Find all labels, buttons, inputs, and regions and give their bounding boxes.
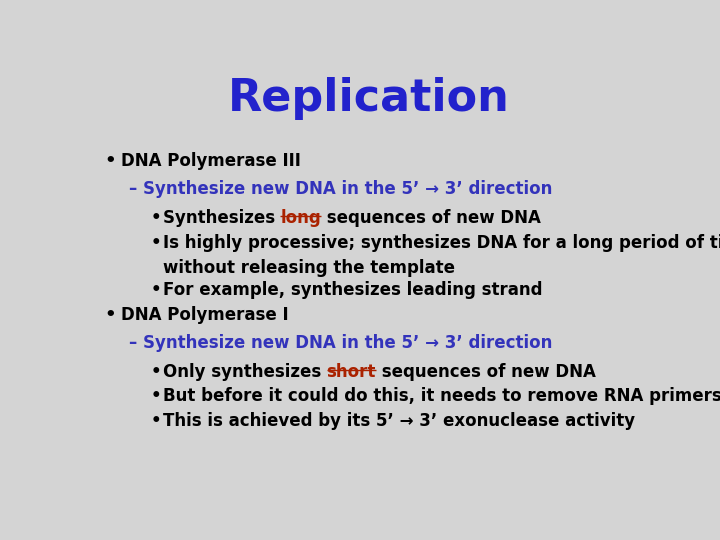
Text: •: •	[104, 152, 116, 170]
Text: •: •	[150, 234, 161, 252]
Text: But before it could do this, it needs to remove RNA primers: But before it could do this, it needs to…	[163, 388, 720, 406]
Text: •: •	[150, 413, 161, 430]
Text: without releasing the template: without releasing the template	[163, 259, 454, 276]
Text: long: long	[280, 208, 321, 227]
Text: •: •	[150, 362, 161, 381]
Text: Is highly processive; synthesizes DNA for a long period of time: Is highly processive; synthesizes DNA fo…	[163, 234, 720, 252]
Text: Synthesize new DNA in the 5’ → 3’ direction: Synthesize new DNA in the 5’ → 3’ direct…	[143, 180, 552, 198]
Text: •: •	[150, 208, 161, 227]
Text: –: –	[128, 180, 136, 198]
Text: DNA Polymerase III: DNA Polymerase III	[121, 152, 300, 170]
Text: Synthesize new DNA in the 5’ → 3’ direction: Synthesize new DNA in the 5’ → 3’ direct…	[143, 334, 552, 352]
Text: •: •	[150, 281, 161, 300]
Text: DNA Polymerase I: DNA Polymerase I	[121, 306, 288, 324]
Text: sequences of new DNA: sequences of new DNA	[321, 208, 541, 227]
Text: short: short	[327, 362, 376, 381]
Text: sequences of new DNA: sequences of new DNA	[376, 362, 595, 381]
Text: •: •	[104, 306, 116, 324]
Text: •: •	[150, 388, 161, 406]
Text: Only synthesizes: Only synthesizes	[163, 362, 327, 381]
Text: –: –	[128, 334, 136, 352]
Text: This is achieved by its 5’ → 3’ exonuclease activity: This is achieved by its 5’ → 3’ exonucle…	[163, 413, 634, 430]
Text: Replication: Replication	[228, 77, 510, 120]
Text: For example, synthesizes leading strand: For example, synthesizes leading strand	[163, 281, 542, 300]
Text: Synthesizes: Synthesizes	[163, 208, 280, 227]
